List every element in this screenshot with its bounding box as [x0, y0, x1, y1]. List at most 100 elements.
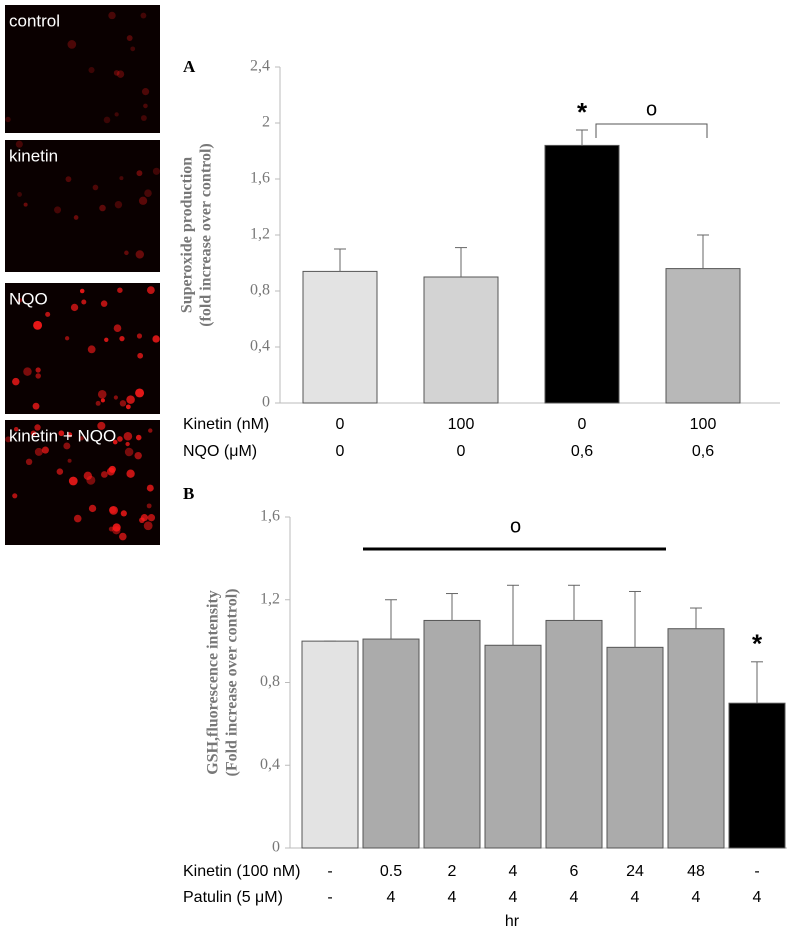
cell-dot — [130, 46, 136, 52]
cell-dot — [104, 337, 109, 342]
bar — [362, 638, 420, 849]
y-tick-label: 0 — [272, 839, 280, 856]
cell-dot — [119, 400, 127, 407]
y-axis-title: (fold increase over control) — [198, 143, 215, 327]
cell-dot — [64, 336, 70, 341]
panel-label: A — [183, 57, 196, 76]
cell-dot — [68, 476, 78, 486]
x-tick-label: 2 — [448, 863, 457, 880]
image-label: NQO — [9, 289, 48, 308]
cell-dot — [103, 116, 111, 124]
cell-dot — [112, 439, 118, 445]
y-tick-label: 2,4 — [250, 58, 270, 75]
cell-dot — [88, 504, 97, 513]
cell-dot — [73, 514, 82, 523]
cell-dot — [25, 458, 33, 466]
image-label: control — [9, 11, 60, 30]
cell-dot — [81, 299, 87, 305]
cell-dot — [97, 389, 107, 399]
x-tick-label: 0,6 — [571, 443, 593, 460]
micrograph: control — [5, 5, 160, 133]
error-bar — [455, 247, 467, 277]
error-bar — [751, 661, 763, 704]
cell-dot — [113, 70, 120, 76]
cell-dot — [58, 430, 65, 437]
x-tick-label: 4 — [509, 863, 518, 880]
cell-dot — [124, 250, 129, 256]
error-bar — [385, 599, 397, 640]
cell-dot — [143, 521, 153, 531]
cell-dot — [152, 167, 161, 175]
cell-dot — [23, 202, 28, 207]
cell-dot — [100, 471, 108, 478]
cell-dot — [126, 395, 135, 404]
cell-dot — [108, 11, 116, 20]
x-tick-label: 0 — [336, 416, 345, 433]
cell-dot — [126, 469, 135, 478]
y-tick-label: 0 — [262, 394, 270, 411]
bar — [606, 646, 664, 849]
cell-dot — [23, 367, 32, 376]
cell-dot — [34, 447, 43, 456]
cell-dot — [109, 506, 117, 514]
cell-dot — [140, 115, 147, 121]
bar — [545, 619, 603, 849]
micrograph: NQO — [5, 283, 160, 414]
row-label: NQO (μM) — [183, 443, 257, 460]
error-bar — [629, 590, 641, 648]
x-tick-label: 4 — [570, 889, 579, 906]
cell-dot — [100, 300, 108, 307]
bar — [423, 276, 499, 404]
bar — [301, 640, 359, 849]
cell-dot — [119, 176, 124, 181]
cell-dot — [41, 446, 49, 454]
cell-dot — [135, 250, 145, 259]
x-tick-label: 0,6 — [692, 443, 714, 460]
y-axis-title: GSH,fluorescence intensity — [205, 590, 222, 775]
error-bar — [697, 234, 709, 269]
cell-dot — [119, 532, 127, 541]
cell-dot — [143, 103, 148, 109]
cell-dot — [95, 400, 101, 406]
error-bar — [334, 248, 346, 272]
cell-dot — [144, 189, 152, 197]
bar — [665, 268, 741, 404]
cell-dot — [70, 303, 79, 312]
cell-dot — [87, 345, 96, 354]
bracket — [595, 123, 708, 138]
cell-dot — [109, 505, 118, 515]
y-tick-label: 0,8 — [250, 282, 270, 299]
x-tick-label: - — [327, 863, 332, 880]
y-tick-label: 1,6 — [260, 508, 280, 525]
cell-dot — [138, 196, 148, 205]
cell-dot — [79, 288, 85, 294]
cell-dot — [117, 436, 123, 442]
significance-star: * — [577, 97, 588, 127]
cell-dot — [30, 430, 37, 436]
cell-dot — [124, 447, 134, 457]
cell-dot — [140, 12, 147, 19]
cell-dot — [88, 67, 95, 74]
image-label: kinetin — [9, 146, 58, 165]
cell-dot — [136, 333, 143, 339]
bar — [667, 628, 725, 849]
cell-dot — [146, 503, 152, 509]
image-background — [5, 140, 160, 272]
cell-dot — [54, 206, 62, 214]
x-tick-label: 0 — [336, 443, 345, 460]
cell-dot — [113, 395, 118, 400]
x-tick-label: 4 — [387, 889, 396, 906]
bar — [544, 144, 620, 404]
significance-circle: o — [510, 515, 521, 537]
cell-dot — [12, 377, 20, 386]
x-tick-label: 4 — [631, 889, 640, 906]
x-tick-label: 48 — [687, 863, 705, 880]
cell-dot — [136, 170, 143, 177]
cell-dot — [148, 428, 153, 433]
cell-dot — [112, 526, 121, 535]
y-tick-label: 2 — [262, 114, 270, 131]
cell-dot — [126, 35, 133, 41]
x-tick-label: - — [754, 863, 759, 880]
cell-dot — [12, 493, 18, 499]
